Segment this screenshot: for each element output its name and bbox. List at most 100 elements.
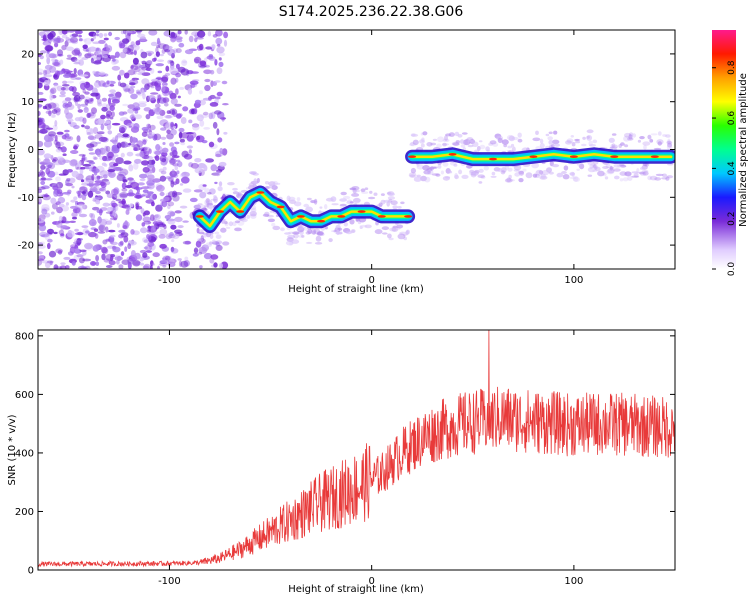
noise-speckle: [180, 260, 189, 268]
noise-speckle: [119, 69, 125, 76]
noise-speckle: [77, 231, 84, 236]
noise-speckle: [82, 117, 87, 124]
noise-speckle: [145, 67, 153, 72]
noise-speckle: [208, 55, 214, 58]
noise-speckle: [217, 137, 223, 143]
noise-speckle: [178, 127, 185, 133]
noise-speckle: [71, 86, 77, 93]
chart-title: S174.2025.236.22.38.G06: [279, 4, 464, 20]
noise-speckle: [83, 38, 87, 42]
noise-speckle: [72, 216, 77, 220]
noise-speckle: [196, 227, 200, 234]
noise-speckle: [180, 68, 190, 76]
noise-speckle: [77, 160, 82, 168]
noise-speckle: [102, 202, 110, 207]
noise-speckle: [171, 168, 175, 175]
noise-speckle: [177, 258, 182, 261]
haze-speckle: [286, 195, 291, 202]
noise-speckle: [47, 164, 52, 169]
noise-speckle: [120, 30, 125, 35]
noise-speckle: [129, 82, 136, 86]
y-tick-label: 0: [28, 145, 34, 156]
noise-speckle: [219, 147, 224, 155]
noise-speckle: [216, 67, 223, 75]
haze-speckle: [425, 169, 434, 175]
haze-speckle: [375, 222, 379, 226]
noise-speckle: [133, 70, 137, 75]
noise-speckle: [95, 50, 101, 56]
noise-speckle: [190, 162, 199, 169]
haze-speckle: [298, 235, 304, 238]
noise-speckle: [114, 256, 123, 261]
noise-speckle: [171, 239, 175, 243]
noise-speckle: [167, 155, 172, 161]
noise-speckle: [94, 243, 102, 250]
noise-speckle: [71, 185, 75, 189]
haze-speckle: [264, 181, 270, 185]
noise-speckle: [105, 120, 111, 124]
noise-speckle: [117, 74, 122, 81]
noise-speckle: [214, 80, 221, 83]
noise-speckle: [114, 36, 120, 41]
haze-speckle: [445, 133, 452, 137]
haze-speckle: [220, 227, 227, 233]
noise-speckle: [62, 84, 70, 87]
noise-speckle: [108, 229, 116, 233]
noise-speckle: [73, 196, 78, 201]
noise-speckle: [150, 260, 154, 267]
noise-speckle: [94, 233, 99, 239]
noise-speckle: [159, 191, 165, 197]
noise-speckle: [145, 155, 154, 160]
noise-speckle: [88, 231, 97, 238]
haze-speckle: [275, 182, 281, 185]
noise-speckle: [151, 57, 157, 62]
noise-speckle: [138, 64, 147, 69]
noise-speckle: [132, 77, 136, 81]
noise-speckles: [38, 30, 230, 269]
noise-speckle: [218, 161, 227, 167]
haze-speckle: [609, 166, 615, 170]
noise-speckle: [207, 192, 212, 195]
noise-speckle: [222, 241, 230, 246]
noise-speckle: [127, 261, 132, 269]
haze-speckle: [353, 197, 361, 204]
haze-speckle: [217, 186, 223, 192]
noise-speckle: [160, 127, 167, 131]
noise-speckle: [97, 102, 103, 107]
noise-speckle: [89, 187, 98, 193]
noise-speckle: [177, 95, 181, 99]
haze-speckle: [364, 187, 369, 190]
noise-speckle: [95, 199, 101, 205]
noise-speckle: [212, 121, 218, 129]
noise-speckle: [203, 252, 213, 260]
noise-speckle: [48, 110, 52, 117]
haze-speckle: [408, 172, 417, 179]
noise-speckle: [38, 104, 43, 108]
noise-speckle: [90, 261, 97, 266]
noise-speckle: [98, 80, 106, 87]
x-tick-label: 0: [368, 275, 374, 286]
noise-speckle: [50, 113, 56, 118]
noise-speckle: [91, 173, 95, 182]
haze-speckle: [205, 231, 211, 238]
noise-speckle: [48, 250, 57, 258]
haze-speckle: [197, 238, 204, 242]
noise-speckle: [132, 57, 139, 65]
noise-speckle: [132, 259, 141, 267]
noise-speckle: [143, 155, 148, 159]
haze-speckle: [561, 171, 567, 174]
haze-speckle: [614, 175, 620, 180]
noise-speckle: [140, 227, 148, 234]
noise-speckle: [163, 196, 170, 202]
noise-speckle: [49, 65, 57, 73]
noise-speckle: [221, 148, 228, 156]
noise-speckle: [55, 148, 62, 153]
haze-speckle: [497, 137, 503, 143]
noise-speckle: [76, 135, 81, 143]
noise-speckle: [58, 203, 65, 208]
haze-speckle: [548, 131, 553, 135]
haze-speckle: [587, 174, 593, 177]
noise-speckle: [75, 77, 82, 80]
haze-speckle: [400, 201, 405, 205]
